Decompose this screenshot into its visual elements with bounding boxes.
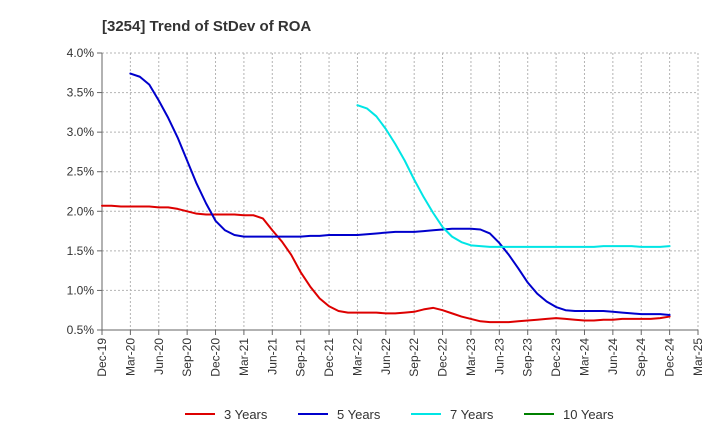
legend-label-10-years: 10 Years xyxy=(563,407,614,422)
x-tick-label: Sep-20 xyxy=(180,338,194,377)
legend-label-5-years: 5 Years xyxy=(337,407,381,422)
x-tick-label: Dec-23 xyxy=(549,338,563,377)
x-tick-label: Dec-24 xyxy=(663,338,677,377)
chart-title: [3254] Trend of StDev of ROA xyxy=(102,18,311,35)
x-tick-label: Jun-24 xyxy=(606,338,620,375)
y-tick-label: 2.5% xyxy=(67,165,95,179)
series-lines xyxy=(101,72,671,324)
x-tick-label: Sep-23 xyxy=(521,338,535,377)
series-line-5-years xyxy=(129,72,671,316)
grid xyxy=(101,52,699,331)
x-tick-label: Mar-24 xyxy=(577,338,591,376)
x-tick-label: Jun-21 xyxy=(265,338,279,375)
y-tick-label: 1.0% xyxy=(67,283,95,297)
y-tick-label: 0.5% xyxy=(67,323,95,337)
x-tick-label: Sep-22 xyxy=(407,338,421,377)
x-tick-label: Dec-21 xyxy=(322,338,336,377)
y-tick-label: 4.0% xyxy=(67,46,95,60)
y-tick-label: 1.5% xyxy=(67,244,95,258)
legend-label-3-years: 3 Years xyxy=(224,407,268,422)
x-tick-label: Dec-22 xyxy=(436,338,450,377)
x-tick-label: Mar-22 xyxy=(350,338,364,376)
x-tick-label: Jun-22 xyxy=(379,338,393,375)
y-tick-label: 3.0% xyxy=(67,125,95,139)
x-tick-label: Sep-24 xyxy=(634,338,648,377)
legend: 3 Years 5 Years 7 Years 10 Years xyxy=(185,407,614,422)
series-line-7-years xyxy=(356,104,671,248)
x-tick-label: Dec-20 xyxy=(209,338,223,377)
y-tick-label: 2.0% xyxy=(67,204,95,218)
legend-label-7-years: 7 Years xyxy=(450,407,494,422)
x-tick-label: Mar-25 xyxy=(691,338,705,376)
x-tick-label: Mar-20 xyxy=(123,338,137,376)
x-tick-label: Dec-19 xyxy=(95,338,109,377)
x-tick-label: Jun-23 xyxy=(492,338,506,375)
x-tick-label: Jun-20 xyxy=(152,338,166,375)
x-tick-label: Mar-21 xyxy=(237,338,251,376)
x-tick-label: Sep-21 xyxy=(294,338,308,377)
y-tick-label: 3.5% xyxy=(67,86,95,100)
x-tick-label: Mar-23 xyxy=(464,338,478,376)
series-line-3-years xyxy=(101,204,671,324)
axes: 0.5% 1.0% 1.5% 2.0% 2.5% 3.0% 3.5% 4.0% Dec-19 Ma… xyxy=(67,46,705,377)
